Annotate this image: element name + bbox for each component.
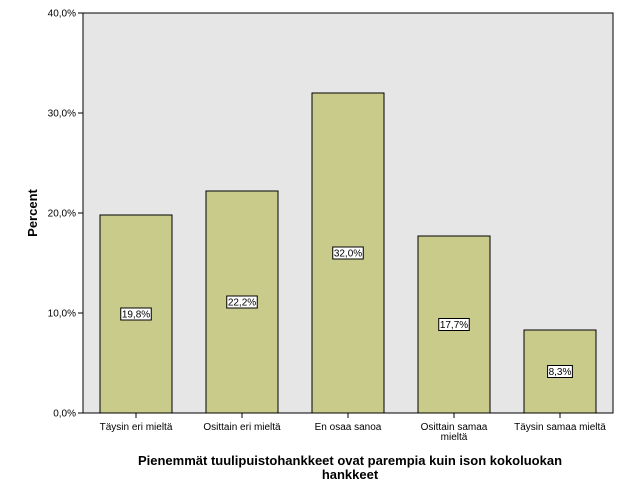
y-tick-label: 20,0% — [48, 209, 76, 220]
x-tick-label: Osittain eri mieltä — [203, 422, 281, 433]
data-label-box — [332, 246, 364, 260]
y-tick-label: 40,0% — [48, 9, 76, 20]
data-label: 22,2% — [228, 298, 256, 309]
data-label-box — [120, 307, 152, 321]
x-tick-label: Osittain samaa — [421, 422, 488, 433]
data-label: 8,3% — [549, 367, 572, 378]
x-tick-label: mieltä — [441, 432, 468, 443]
data-label-box — [226, 295, 258, 309]
y-tick-label: 10,0% — [48, 309, 76, 320]
x-tick-label: En osaa sanoa — [315, 422, 382, 433]
y-tick-label: 0,0% — [53, 409, 76, 420]
data-label-box — [547, 365, 573, 378]
data-label: 19,8% — [122, 310, 150, 321]
y-tick-label: 30,0% — [48, 109, 76, 120]
data-label: 17,7% — [440, 320, 468, 331]
data-label-box — [438, 318, 470, 331]
x-tick-label: Täysin eri mieltä — [100, 422, 173, 433]
y-axis-label: Percent — [25, 188, 40, 236]
x-tick-label: Täysin samaa mieltä — [514, 422, 606, 433]
data-label: 32,0% — [334, 249, 362, 260]
x-axis-label: Pienemmät tuulipuistohankkeet ovat parem… — [138, 453, 562, 482]
